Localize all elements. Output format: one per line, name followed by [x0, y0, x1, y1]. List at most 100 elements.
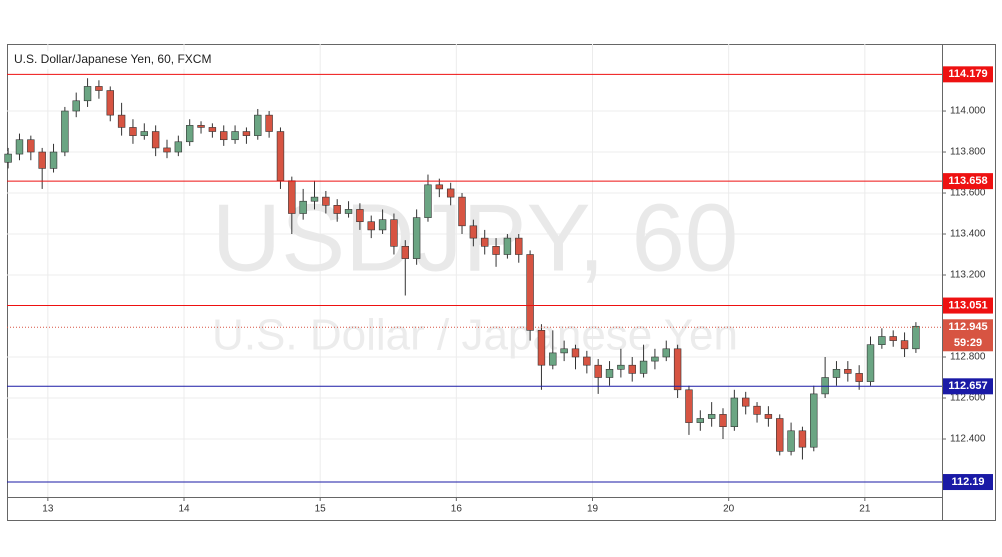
candle-body: [151, 131, 160, 149]
candle-body: [912, 325, 920, 350]
candle-body: [662, 348, 670, 358]
level-label-bg: [943, 66, 993, 83]
candle-body: [594, 364, 602, 378]
candle-body: [401, 246, 409, 259]
candle-body: [719, 414, 727, 427]
candle-body: [129, 127, 137, 136]
marks: [4, 78, 920, 460]
candle-body: [537, 330, 546, 366]
candle-body: [61, 110, 69, 153]
candle-body: [310, 196, 319, 202]
candle-body: [639, 360, 648, 374]
level-label: 113.658: [948, 175, 987, 187]
y-tick-label: 114.000: [950, 106, 986, 117]
y-tick-label: 113.400: [950, 229, 986, 240]
x-tick-label: 16: [451, 504, 463, 515]
countdown: 59:29: [954, 337, 982, 349]
candle-body: [571, 348, 580, 358]
candle-body: [515, 237, 523, 255]
candle-body: [481, 237, 489, 247]
candle-body: [117, 114, 126, 128]
level-label-bg: [943, 297, 993, 314]
title-bg: [10, 51, 230, 69]
y-tick-label: 112.600: [950, 393, 986, 404]
x-tick-label: 14: [178, 504, 190, 515]
candle-body: [855, 373, 863, 382]
candle-body: [741, 397, 750, 407]
last-price-bg: [943, 319, 993, 352]
candle-body: [776, 418, 784, 452]
candle-body: [197, 125, 205, 128]
candle-body: [185, 125, 194, 143]
chart-title: U.S. Dollar/Japanese Yen, 60, FXCM: [14, 52, 211, 66]
candle-body: [174, 141, 183, 153]
chart-frame: [7, 44, 996, 521]
candle-body: [208, 127, 217, 132]
candle-body: [753, 405, 761, 415]
candle-body: [15, 139, 24, 155]
y-tick-label: 113.600: [950, 188, 986, 199]
candle-body: [900, 340, 909, 350]
candle-body: [49, 151, 58, 169]
candle-body: [866, 344, 875, 382]
candle-body: [583, 356, 591, 366]
y-tick-label: 113.800: [950, 147, 986, 158]
candle-body: [685, 389, 693, 423]
level-label: 113.051: [948, 299, 987, 311]
candle-body: [276, 131, 285, 182]
candle-body: [242, 131, 251, 136]
candle-body: [832, 368, 841, 378]
x-tick-label: 15: [315, 504, 327, 515]
watermark-subtitle: U.S. Dollar / Japanese Yen: [212, 311, 738, 360]
candle-body: [889, 336, 897, 341]
candle-body: [38, 151, 46, 169]
candle-body: [696, 418, 705, 423]
x-tick-label: 19: [587, 504, 599, 515]
y-tick-label: 112.400: [950, 434, 986, 445]
candle-body: [163, 147, 171, 153]
candle-body: [83, 86, 92, 102]
x-tick-label: 13: [42, 504, 54, 515]
candle-body: [220, 131, 228, 141]
candle-body: [549, 352, 557, 366]
x-tick-label: 21: [859, 504, 871, 515]
y-tick-label: 112.800: [950, 352, 986, 363]
last-price-label: 112.945: [948, 321, 987, 333]
candle-body: [492, 246, 500, 255]
candle-body: [560, 348, 568, 354]
candle-body: [140, 131, 149, 136]
candle-body: [730, 397, 739, 427]
candle-body: [707, 414, 716, 419]
candle-body: [605, 368, 614, 378]
level-label: 112.657: [948, 380, 987, 392]
candle-body: [821, 377, 829, 395]
level-label: 112.19: [951, 476, 984, 488]
candle-body: [265, 114, 273, 132]
overlay: 114.179 113.658 113.051 112.657 112.19 112.94…: [7, 66, 993, 491]
level-label-bg: [943, 378, 993, 395]
candle-body: [367, 221, 375, 231]
candle-body: [787, 430, 795, 452]
candle-body: [27, 139, 35, 153]
candle-body: [390, 219, 398, 247]
candle-body: [4, 153, 12, 163]
candle-body: [424, 184, 432, 218]
candle-body: [651, 356, 659, 362]
candle-body: [254, 114, 262, 136]
candle-body: [72, 100, 80, 112]
candle-body: [617, 364, 625, 370]
candle-body: [435, 184, 444, 190]
candle-body: [673, 348, 682, 391]
candle-body: [469, 225, 478, 239]
candle-body: [764, 414, 773, 419]
candle-body: [378, 219, 387, 231]
candle-body: [798, 430, 807, 448]
candle-body: [526, 254, 534, 331]
x-tick-label: 20: [723, 504, 735, 515]
candle-body: [844, 368, 852, 374]
candle-body: [503, 237, 512, 255]
level-label-bg: [943, 173, 993, 190]
candle-body: [299, 200, 307, 214]
candle-body: [95, 86, 103, 91]
